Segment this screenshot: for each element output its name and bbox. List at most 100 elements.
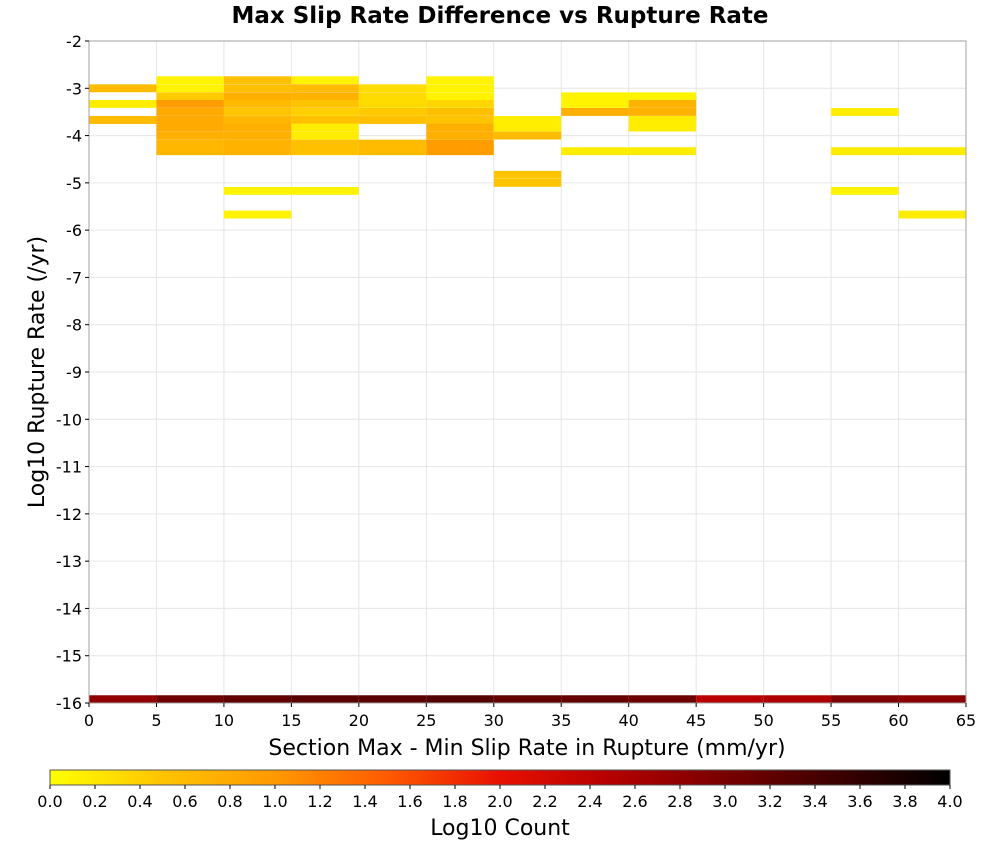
heatmap-cell — [831, 695, 899, 704]
heatmap-cell — [156, 116, 224, 124]
x-tick-label: 60 — [888, 711, 908, 730]
heatmap-cell — [358, 139, 427, 148]
colorbar-tick-label: 1.0 — [262, 792, 287, 811]
colorbar-tick-label: 3.6 — [847, 792, 872, 811]
heatmap-cell — [89, 84, 157, 93]
heatmap-cell — [696, 695, 764, 704]
x-tick-label: 15 — [281, 711, 301, 730]
heatmap-cell — [223, 147, 292, 156]
x-tick-label: 65 — [956, 711, 976, 730]
colorbar-tick-label: 0.0 — [37, 792, 62, 811]
heatmap-cell — [291, 695, 359, 704]
heatmap-cell — [291, 84, 359, 93]
heatmap-cell — [223, 123, 292, 132]
heatmap-cell — [358, 99, 427, 108]
heatmap-cell — [223, 116, 292, 124]
heatmap-cell — [493, 695, 562, 704]
heatmap-cell — [291, 123, 359, 132]
heatmap-cell — [628, 99, 697, 108]
heatmap-cell — [426, 92, 494, 101]
heatmap-cell — [89, 116, 157, 124]
heatmap-cell — [426, 76, 494, 85]
heatmap-cell — [291, 99, 359, 108]
colorbar-label: Log10 Count — [430, 816, 570, 841]
heatmap-cell — [291, 76, 359, 85]
chart-title: Max Slip Rate Difference vs Rupture Rate — [231, 3, 768, 29]
colorbar-tick-label: 0.6 — [172, 792, 197, 811]
y-tick-label: -10 — [56, 410, 82, 429]
heatmap-cell — [628, 695, 697, 704]
heatmap-cell — [561, 99, 629, 108]
heatmap-cell — [156, 147, 224, 156]
colorbar-tick-label: 2.2 — [532, 792, 557, 811]
heatmap-cell — [358, 695, 427, 704]
heatmap-cell — [426, 107, 494, 116]
heatmap-cell — [156, 139, 224, 148]
heatmap-cell — [291, 147, 359, 156]
heatmap-cell — [358, 116, 427, 124]
heatmap-cell — [156, 99, 224, 108]
heatmap-cell — [831, 107, 899, 116]
heatmap-cell — [223, 107, 292, 116]
heatmap-cell — [898, 695, 966, 704]
heatmap-cell — [426, 131, 494, 140]
colorbar-tick-label: 0.4 — [127, 792, 152, 811]
heatmap-cell — [493, 170, 562, 179]
heatmap-cell — [223, 210, 292, 219]
x-axis-label: Section Max - Min Slip Rate in Rupture (… — [268, 736, 785, 761]
heatmap-cell — [628, 107, 697, 116]
heatmap-cell — [561, 107, 629, 116]
heatmap-cell — [223, 84, 292, 93]
heatmap-cell — [426, 695, 494, 704]
heatmap-cell — [291, 92, 359, 101]
heatmap-cell — [89, 99, 157, 108]
y-tick-label: -11 — [56, 458, 82, 477]
heatmap-cell — [358, 84, 427, 93]
heatmap-cell — [493, 116, 562, 124]
heatmap-cell — [223, 99, 292, 108]
heatmap-cell — [156, 123, 224, 132]
heatmap-cell — [426, 123, 494, 132]
colorbar — [49, 769, 951, 786]
heatmap-cell — [628, 147, 697, 156]
heatmap-cell — [561, 147, 629, 156]
y-axis-ticks: -2 -3 -4 -5 -6 -7 -8 -9 -10 -11 -12 -13 -14 -15 -16 — [56, 32, 89, 713]
heatmap-cell — [291, 116, 359, 124]
heatmap-cell — [223, 92, 292, 101]
x-tick-label: 20 — [349, 711, 369, 730]
x-tick-label: 40 — [619, 711, 639, 730]
heatmap-cell — [291, 107, 359, 116]
heatmap-cell — [223, 139, 292, 148]
heatmap-cell — [156, 131, 224, 140]
heatmap-cell — [223, 76, 292, 85]
heatmap-cell — [223, 131, 292, 140]
heatmap-cell — [156, 92, 224, 101]
colorbar-tick-label: 0.2 — [82, 792, 107, 811]
y-tick-label: -4 — [66, 127, 82, 146]
y-tick-label: -15 — [56, 647, 82, 666]
heatmap-cell — [628, 123, 697, 132]
heatmap-cell — [831, 147, 899, 156]
x-tick-label: 45 — [686, 711, 706, 730]
x-tick-label: 50 — [753, 711, 773, 730]
colorbar-tick-label: 2.8 — [667, 792, 692, 811]
heatmap-cell — [156, 695, 224, 704]
x-tick-label: 35 — [551, 711, 571, 730]
heatmap-cell — [358, 107, 427, 116]
colorbar-tick-label: 3.0 — [712, 792, 737, 811]
heatmap-cell — [493, 131, 562, 140]
y-tick-label: -5 — [66, 174, 82, 193]
x-axis-ticks: 0 5 10 15 20 25 30 35 40 45 50 55 60 65 — [84, 703, 976, 730]
heatmap-cell — [628, 116, 697, 124]
colorbar-ticks: 0.0 0.2 0.4 0.6 0.8 1.0 1.2 1.4 1.6 1.8 2.0 2.2 2.4 2… — [37, 785, 963, 811]
y-tick-label: -2 — [66, 32, 82, 51]
colorbar-tick-label: 3.8 — [892, 792, 917, 811]
heatmap-cell — [493, 178, 562, 187]
heatmap-cell — [223, 186, 292, 195]
y-tick-label: -13 — [56, 552, 82, 571]
heatmap-cell — [561, 695, 629, 704]
colorbar-tick-label: 2.4 — [577, 792, 602, 811]
heatmap-cell — [898, 210, 966, 219]
y-tick-label: -14 — [56, 599, 82, 618]
